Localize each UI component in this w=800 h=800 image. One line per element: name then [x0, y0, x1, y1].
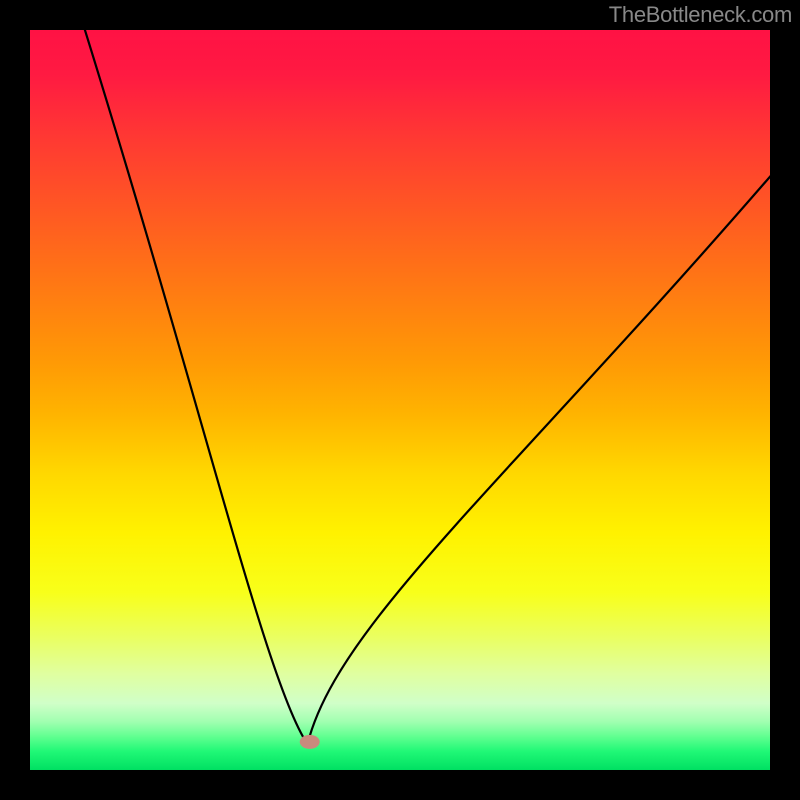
watermark-text: TheBottleneck.com [609, 2, 792, 28]
optimum-marker [300, 735, 320, 749]
chart-container: TheBottleneck.com [0, 0, 800, 800]
gradient-rect [30, 30, 770, 770]
plot-svg [30, 30, 770, 770]
plot-area [30, 30, 770, 770]
